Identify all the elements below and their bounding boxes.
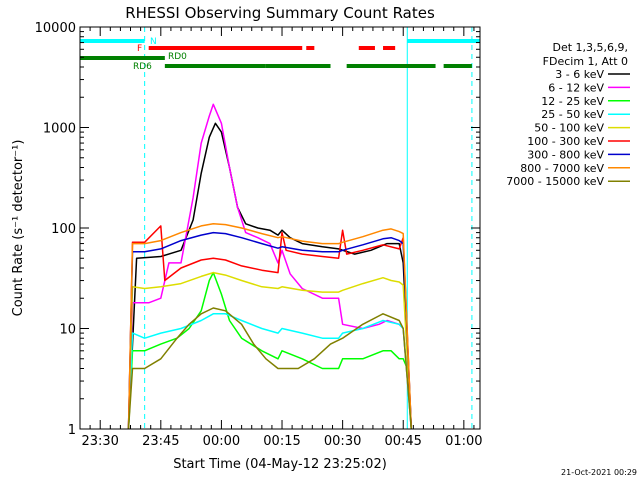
legend-label-7000-15000-kev: 7000 - 15000 keV (506, 175, 604, 188)
x-tick-label: 00:00 (203, 434, 240, 449)
x-tick-label: 01:00 (445, 434, 482, 449)
x-tick-label: 23:45 (142, 434, 179, 449)
legend-header-line-2: FDecim 1, Att 0 (543, 55, 628, 68)
x-axis-label: Start Time (04-May-12 23:25:02) (173, 457, 387, 472)
y-tick-label: 1000 (43, 122, 76, 137)
x-tick-label: 00:30 (324, 434, 361, 449)
state-bar-label-n: N (150, 37, 157, 47)
legend-header-line-1: Det 1,3,5,6,9, (552, 41, 628, 54)
legend-label-100-300-kev: 100 - 300 keV (527, 135, 604, 148)
y-axis: 1 10 100 1000 10000 (35, 21, 480, 438)
state-bar-label-f: F (137, 44, 142, 54)
state-bar-label-rd6: RD6 (133, 62, 152, 72)
legend-label-300-800-kev: 300 - 800 keV (527, 148, 604, 161)
legend-label-800-7000-kev: 800 - 7000 keV (520, 162, 604, 175)
legend-label-50-100-kev: 50 - 100 keV (534, 122, 604, 135)
x-tick-label: 23:30 (81, 434, 118, 449)
legend-label-6-12-kev: 6 - 12 keV (548, 81, 604, 94)
series-line-100-300-kev (127, 225, 413, 430)
y-tick-label: 100 (51, 222, 76, 237)
series-line-3-6-kev (127, 122, 413, 430)
y-tick-label: 10 (59, 323, 76, 338)
chart-title: RHESSI Observing Summary Count Rates (125, 4, 435, 22)
legend-label-25-50-kev: 25 - 50 keV (541, 108, 604, 121)
state-bars: NF RD0 RD6 (80, 37, 480, 72)
series-line-300-800-kev (127, 231, 413, 430)
x-tick-label: 00:45 (384, 434, 421, 449)
y-axis-label: Count Rate (s⁻¹ detector⁻¹) (11, 140, 26, 317)
y-tick-label: 10000 (35, 21, 76, 36)
legend-label-3-6-kev: 3 - 6 keV (555, 68, 604, 81)
legend-label-12-25-kev: 12 - 25 keV (541, 95, 604, 108)
x-tick-label: 00:15 (263, 434, 300, 449)
series-line-800-7000-kev (127, 223, 413, 430)
footer-timestamp: 21-Oct-2021 00:29 (561, 468, 637, 477)
state-bar-label-rd0: RD0 (168, 52, 187, 62)
series-group (127, 103, 413, 430)
legend: Det 1,3,5,6,9, FDecim 1, Att 0 3 - 6 keV… (506, 41, 630, 188)
series-line-50-100-kev (127, 271, 413, 430)
x-axis: 23:30 23:45 00:00 00:15 00:30 00:45 01:00 (79, 27, 483, 449)
y-tick-label: 1 (68, 423, 76, 438)
series-line-7000-15000-kev (127, 307, 413, 430)
series-line-25-50-kev (127, 313, 413, 430)
